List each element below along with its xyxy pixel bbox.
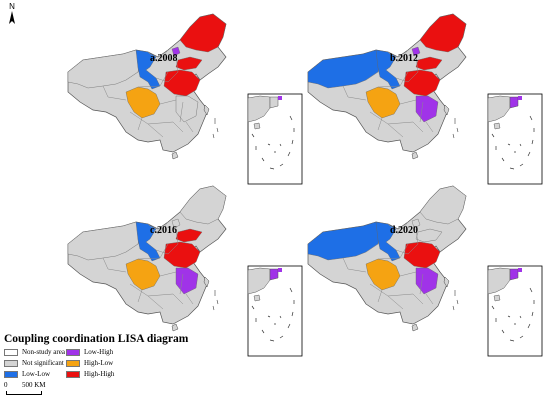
region-northeast	[419, 185, 467, 225]
south-china-sea-inset	[247, 93, 303, 185]
legend-swatch	[66, 359, 80, 367]
inset-coastal-region	[509, 268, 519, 281]
legend-swatch	[66, 348, 80, 356]
inset-hainan	[253, 294, 261, 302]
legend-label: Low-High	[84, 348, 114, 356]
inset-nine-dash-line	[251, 287, 295, 342]
legend-label: Non-study area	[22, 348, 65, 356]
inset-coastal-region	[269, 268, 279, 281]
inset-marker	[278, 268, 282, 272]
inset-marker	[518, 96, 522, 100]
legend-item-low-low: Low-Low	[4, 369, 50, 379]
legend-swatch	[4, 359, 18, 367]
inset-marker	[278, 96, 282, 100]
legend-swatch	[4, 370, 18, 378]
legend: Coupling coordination LISA diagram Non-s…	[4, 333, 254, 399]
south-china-sea-inset	[487, 265, 543, 357]
legend-swatch	[4, 348, 18, 356]
inset-hainan	[493, 294, 501, 302]
inset-land	[247, 267, 271, 295]
legend-item-high-high: High-High	[66, 369, 114, 379]
inset-frame	[247, 265, 303, 357]
panel-title: a.2008	[150, 53, 178, 64]
region-northeast	[179, 185, 227, 225]
scale-line	[6, 391, 42, 395]
north-label: N	[9, 2, 15, 11]
north-arrow: N	[9, 2, 15, 24]
legend-item-not-significant: Not significant	[4, 358, 64, 368]
inset-coastal-region	[269, 96, 279, 109]
inset-hainan	[253, 122, 261, 130]
map-panel-b.2012: b.2012	[307, 13, 543, 185]
inset-nine-dash-line	[251, 115, 295, 170]
legend-item-non-study-area: Non-study area	[4, 347, 65, 357]
legend-label: Not significant	[22, 359, 64, 367]
scale-zero-label: 0	[4, 381, 8, 389]
legend-item-high-low: High-Low	[66, 358, 113, 368]
panel-title: c.2016	[150, 225, 177, 236]
inset-land	[487, 267, 511, 295]
legend-title: Coupling coordination LISA diagram	[4, 333, 189, 345]
legend-label: High-Low	[84, 359, 114, 367]
legend-swatch	[66, 370, 80, 378]
map-panel-a.2008: a.2008	[67, 13, 303, 185]
panel-title: d.2020	[390, 225, 418, 236]
legend-label: Low-Low	[22, 370, 50, 378]
inset-coastal-region	[509, 96, 519, 109]
region-northeast	[179, 13, 227, 53]
inset-land	[487, 95, 511, 123]
north-arrow-icon	[9, 11, 15, 24]
panel-title: b.2012	[390, 53, 418, 64]
legend-item-low-high: Low-High	[66, 347, 113, 357]
inset-hainan	[493, 122, 501, 130]
inset-land	[247, 95, 271, 123]
scale-distance-label: 500 KM	[22, 381, 46, 389]
inset-nine-dash-line	[491, 115, 535, 170]
region-northeast	[419, 13, 467, 53]
south-china-sea-inset	[487, 93, 543, 185]
south-china-sea-inset	[247, 265, 303, 357]
legend-label: High-High	[84, 370, 115, 378]
scale-bar: 0 500 KM	[4, 381, 64, 399]
map-panel-c.2016: c.2016	[67, 185, 303, 357]
inset-marker	[518, 268, 522, 272]
map-panel-d.2020: d.2020	[307, 185, 543, 357]
inset-nine-dash-line	[491, 287, 535, 342]
